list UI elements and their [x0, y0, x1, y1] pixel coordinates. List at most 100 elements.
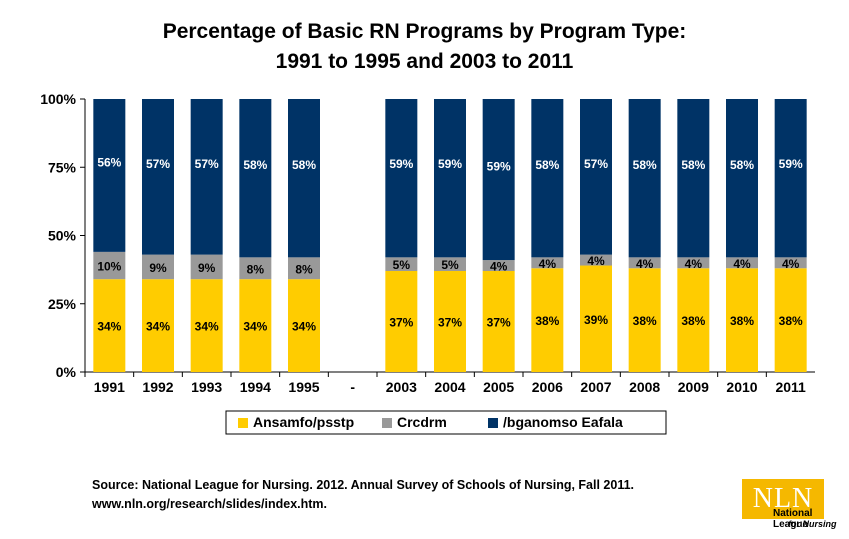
data-label: 58% [292, 158, 316, 172]
data-label: 38% [730, 314, 754, 328]
bar-segment [385, 270, 418, 372]
bar-segment [677, 99, 710, 258]
data-label: 8% [295, 262, 313, 276]
data-label: 58% [633, 158, 657, 172]
bar-segment [580, 265, 612, 372]
legend-label: /bganomso Eafala [503, 414, 623, 430]
bar-segment [288, 257, 320, 280]
y-tick-label: 0% [56, 364, 77, 380]
legend-swatch [488, 418, 498, 428]
bar-segment [93, 99, 126, 252]
bar-segment [288, 279, 320, 372]
bar-segment [482, 260, 515, 271]
data-label: 38% [535, 314, 559, 328]
data-label: 34% [146, 320, 170, 334]
bar-segment [190, 279, 223, 372]
x-tick-label: 2010 [726, 379, 757, 395]
bar-segment [531, 268, 564, 372]
bar-segment [239, 99, 272, 258]
data-label: 58% [730, 158, 754, 172]
bar-segment [434, 257, 466, 271]
data-label: 38% [779, 314, 803, 328]
bar-segment [239, 257, 272, 280]
data-label: 4% [685, 257, 703, 271]
bar-segment [385, 99, 418, 258]
data-label: 58% [243, 158, 267, 172]
y-tick-label: 100% [40, 91, 76, 107]
y-tick-label: 50% [48, 228, 77, 244]
x-tick-label: 1993 [191, 379, 222, 395]
data-label: 57% [195, 157, 219, 171]
x-tick-label: 2007 [580, 379, 611, 395]
legend-label: Ansamfo/psstp [253, 414, 354, 430]
x-tick-label: 2004 [434, 379, 465, 395]
bar-segment [190, 99, 223, 255]
data-label: 59% [779, 157, 803, 171]
source-line-1: Source: National League for Nursing. 201… [92, 478, 635, 492]
data-label: 59% [438, 157, 462, 171]
bar-segment [628, 257, 661, 269]
data-label: 37% [389, 315, 413, 329]
data-label: 59% [389, 157, 413, 171]
bar-segment [726, 257, 758, 269]
y-tick-label: 75% [48, 159, 77, 175]
data-label: 39% [584, 313, 608, 327]
legend-swatch [238, 418, 248, 428]
data-label: 8% [247, 262, 265, 276]
bar-segment [482, 270, 515, 372]
bar-segment [677, 268, 710, 372]
bar-segment [531, 257, 564, 269]
nln-logo-icon [742, 479, 824, 519]
bar-segment [142, 279, 174, 372]
x-tick-label: 2009 [678, 379, 709, 395]
source-line-2: www.nln.org/research/slides/index.htm. [92, 497, 328, 511]
bar-segment [580, 254, 612, 266]
data-label: 59% [487, 160, 511, 174]
data-label: 58% [681, 158, 705, 172]
bar-segment [142, 254, 174, 280]
legend-label: Crcdrm [397, 414, 447, 430]
data-label: 34% [97, 320, 121, 334]
bar-segment [726, 268, 758, 372]
data-label: 34% [243, 320, 267, 334]
logo-name-line-1: National League [773, 508, 813, 530]
bar-segment [288, 99, 320, 258]
data-label: 4% [782, 257, 800, 271]
data-label: 57% [146, 157, 170, 171]
bar-segment [93, 251, 126, 280]
chart-title: Percentage of Basic RN Programs by Progr… [162, 20, 687, 43]
bar-segment [190, 254, 223, 280]
data-label: 37% [487, 315, 511, 329]
bar-segment [385, 257, 418, 271]
bar-segment [774, 257, 807, 269]
data-label: 38% [633, 314, 657, 328]
logo-name-line-2: for Nursing [788, 519, 837, 529]
data-label: 4% [733, 257, 751, 271]
data-label: 5% [393, 258, 411, 272]
legend-box [225, 410, 667, 435]
y-tick-label: 25% [48, 296, 77, 312]
bar-segment [434, 270, 466, 372]
data-label: 5% [441, 258, 459, 272]
x-tick-label: 2006 [532, 379, 563, 395]
x-tick-label: 1995 [288, 379, 319, 395]
bar-segment [434, 99, 466, 258]
x-tick-label: 1991 [94, 379, 125, 395]
bar-segment [726, 99, 758, 258]
data-label: 58% [535, 158, 559, 172]
data-label: 4% [490, 260, 508, 274]
bar-segment [774, 268, 807, 372]
data-label: 37% [438, 315, 462, 329]
data-label: 4% [539, 257, 557, 271]
data-label: 4% [636, 257, 654, 271]
bar-segment [482, 99, 515, 261]
x-tick-label: 2005 [483, 379, 514, 395]
data-label: 34% [195, 320, 219, 334]
bar-segment [628, 99, 661, 258]
x-tick-label: - [350, 379, 355, 395]
data-label: 34% [292, 320, 316, 334]
data-label: 10% [97, 260, 121, 274]
data-label: 57% [584, 157, 608, 171]
x-tick-label: 2011 [775, 379, 806, 395]
bar-segment [628, 268, 661, 372]
